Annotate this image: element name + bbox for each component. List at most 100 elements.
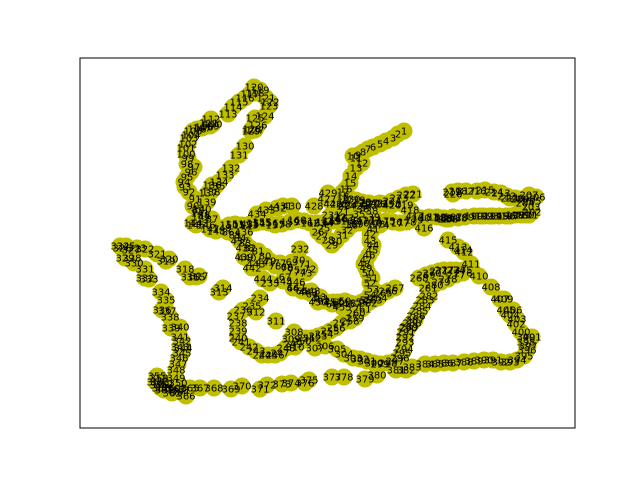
node-label: 307 (305, 344, 324, 355)
chart-marks (111, 78, 545, 405)
node-label: 7 (365, 145, 371, 156)
node-label: 34 (350, 216, 363, 227)
node-label: 170 (350, 219, 369, 230)
node-label: 148 (206, 227, 225, 238)
node-label: 368 (204, 384, 223, 395)
node-label: 278 (438, 275, 457, 286)
node-marker (176, 260, 194, 278)
node-label: 369 (221, 385, 240, 396)
node-label: 145 (186, 221, 205, 232)
node-label: 206 (526, 193, 545, 204)
node-label: 103 (179, 134, 198, 145)
node-label: 2 (395, 130, 401, 141)
node-label: 388 (454, 358, 473, 369)
node-label: 193 (480, 212, 499, 223)
node-label: 32 (341, 226, 354, 237)
node-label: 168 (340, 217, 359, 228)
node-label: 18 (337, 192, 350, 203)
node-label: 99 (182, 154, 195, 165)
node-label: 405 (496, 306, 515, 317)
node-label: 386 (434, 359, 453, 370)
node-label: 329 (115, 254, 134, 265)
node-label: 276 (453, 269, 472, 280)
node-label: 169 (344, 220, 363, 231)
node-label: 304 (334, 350, 353, 361)
node-label: 76 (281, 264, 294, 275)
node-label: 96 (185, 168, 198, 179)
node-label: 269 (416, 271, 435, 282)
node-label: 140 (192, 205, 211, 216)
node-label: 427 (317, 195, 336, 206)
node-label: 44 (367, 241, 380, 252)
node-label: 345 (172, 349, 191, 360)
chart-labels: 1234567891011121314151617181920212223242… (110, 83, 545, 403)
node-label: 51 (366, 274, 379, 285)
node-marker (267, 312, 285, 330)
node-label: 1 (401, 127, 407, 138)
node-label: 209 (510, 195, 529, 206)
node-label: 52 (364, 279, 377, 290)
node-marker (177, 387, 195, 405)
node-label: 195 (489, 212, 508, 223)
node-label: 266 (378, 287, 397, 298)
node-label: 162 (300, 219, 319, 230)
node-label: 434 (247, 210, 266, 221)
node-label: 285 (409, 307, 428, 318)
node-label: 262 (358, 299, 377, 310)
node-marker (523, 328, 541, 346)
node-marker (386, 279, 404, 297)
node-label: 49 (360, 264, 373, 275)
node-label: 328 (122, 254, 141, 265)
node-label: 177 (390, 219, 409, 230)
node-label: 299 (370, 360, 389, 371)
node-label: 142 (191, 213, 210, 224)
node-label: 134 (209, 178, 228, 189)
node-label: 48 (358, 260, 371, 271)
node-label: 28 (322, 236, 335, 247)
node-label: 80 (259, 252, 272, 263)
node-label: 352 (154, 380, 173, 391)
node-label: 270 (422, 269, 441, 280)
node-label: 233 (260, 279, 279, 290)
node-label: 291 (396, 328, 415, 339)
node-label: 182 (427, 213, 446, 224)
node-label: 4 (383, 137, 389, 148)
node-label: 377 (322, 373, 341, 384)
node-label: 97 (188, 163, 201, 174)
node-marker (454, 241, 472, 259)
node-label: 61 (326, 300, 339, 311)
node-marker (140, 270, 158, 288)
node-label: 231 (321, 211, 340, 222)
node-label: 234 (250, 294, 269, 305)
node-label: 15 (344, 179, 357, 190)
node-label: 370 (232, 382, 251, 393)
node-label: 223 (389, 194, 408, 205)
plot-frame (79, 57, 576, 429)
node-marker (258, 376, 276, 394)
node-label: 65 (296, 287, 309, 298)
node-label: 147 (200, 225, 219, 236)
node-label: 130 (235, 142, 254, 153)
node-label: 74 (294, 268, 307, 279)
node-label: 200 (515, 211, 534, 222)
node-label: 26 (312, 228, 325, 239)
node-marker (335, 368, 353, 386)
node-label: 449 (298, 288, 317, 299)
node-label: 24 (321, 219, 334, 230)
node-label: 10 (347, 152, 360, 163)
node-marker (482, 278, 500, 296)
node-marker (305, 197, 323, 215)
node-label: 294 (394, 345, 413, 356)
node-label: 3 (390, 134, 396, 145)
node-label: 150 (219, 221, 238, 232)
node-label: 222 (396, 191, 415, 202)
node-marker (242, 122, 260, 140)
node-marker (247, 255, 265, 273)
node-label: 425 (329, 200, 348, 211)
node-label: 56 (356, 298, 369, 309)
node-label: 71 (299, 260, 312, 271)
node-label: 129 (241, 127, 260, 138)
node-label: 373 (272, 380, 291, 391)
node-label: 252 (302, 334, 321, 345)
node-label: 16 (340, 185, 353, 196)
